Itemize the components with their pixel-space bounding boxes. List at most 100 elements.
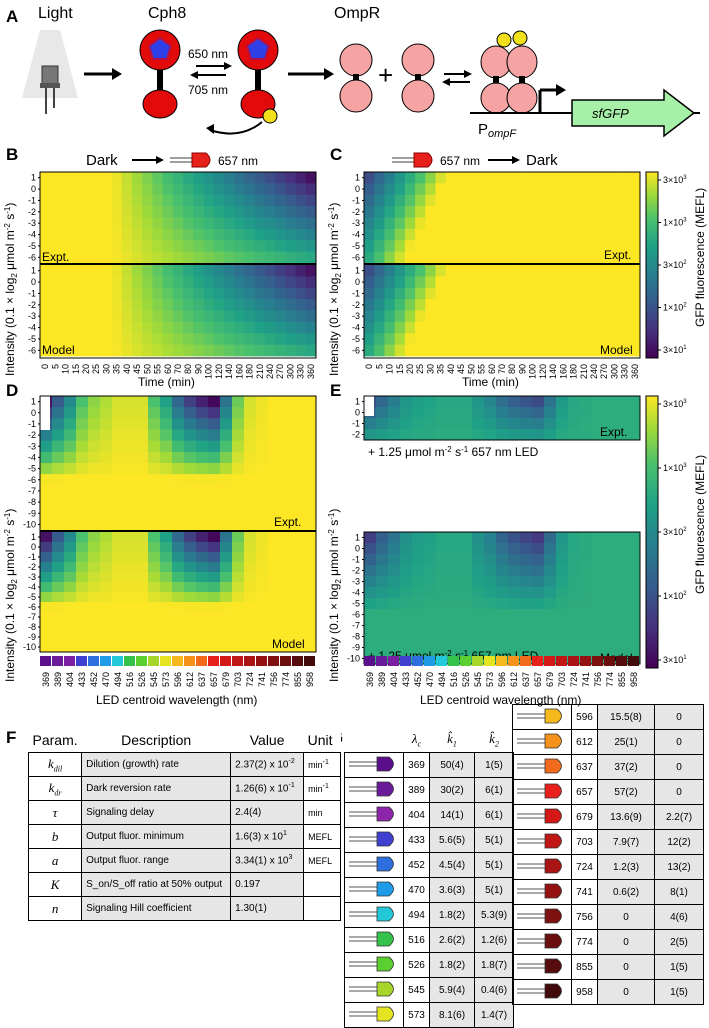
heatmap-cell <box>88 622 101 633</box>
heatmap-cell <box>604 642 617 654</box>
heatmap-cell <box>100 572 113 583</box>
heatmap-cell <box>268 582 281 593</box>
heatmap-cell <box>60 265 72 277</box>
heatmap-cell <box>415 321 426 334</box>
heatmap-cell <box>124 463 137 475</box>
heatmap-cell <box>244 485 257 497</box>
heatmap-cell <box>184 418 197 430</box>
x-tick-label: 90 <box>517 364 527 374</box>
heatmap-cell <box>628 532 641 544</box>
heatmap-cell <box>609 310 620 323</box>
led-color-swatch <box>88 656 99 666</box>
led-row: 526 1.8(2) 1.8(7) <box>344 952 514 978</box>
heatmap-cell <box>183 265 194 277</box>
heatmap-cell <box>568 532 581 544</box>
param-unit <box>303 872 342 897</box>
model-label: Model <box>272 637 305 651</box>
heatmap-cell <box>604 407 617 419</box>
header-description: Description <box>81 728 231 753</box>
heatmap-cell <box>388 429 401 441</box>
heatmap-cell <box>172 474 185 486</box>
y-tick-label: 0 <box>31 184 36 194</box>
heatmap-cell <box>220 507 233 520</box>
heatmap-cell <box>162 251 174 264</box>
heatmap-cell <box>445 228 457 241</box>
colorbar-gradient <box>645 395 659 669</box>
heatmap-cell <box>254 276 266 289</box>
heatmap-cell <box>232 532 245 543</box>
heatmap-cell <box>456 344 467 357</box>
heatmap-cell <box>111 287 123 300</box>
heatmap-cell <box>136 407 149 419</box>
led-color-swatch <box>388 656 399 666</box>
heatmap-cell <box>364 333 375 346</box>
led-k2: 5(1) <box>474 852 514 878</box>
heatmap-cell <box>472 576 485 588</box>
heatmap-cell <box>588 183 600 196</box>
param-description: Dark reversion rate <box>81 776 232 801</box>
x-tick-label: 855 <box>617 672 627 687</box>
param-value: 1.26(6) x 10-1 <box>230 776 305 801</box>
led-cell <box>344 927 404 953</box>
heatmap-cell <box>162 321 174 334</box>
heatmap-cell <box>384 265 396 277</box>
led-icon <box>349 956 394 971</box>
heatmap-cell <box>472 396 485 408</box>
heatmap-cell <box>466 217 477 230</box>
heatmap-cell <box>599 299 610 311</box>
heatmap-cell <box>544 418 557 430</box>
heatmap-cell <box>435 310 447 323</box>
heatmap-cell <box>476 344 488 357</box>
led-row: 774 0 2(5) <box>512 929 704 955</box>
heatmap-cell <box>196 612 209 623</box>
heatmap-cell <box>537 333 549 346</box>
led-color-swatch <box>496 656 507 666</box>
heatmap-cell <box>213 172 225 184</box>
heatmap-cell <box>580 598 593 610</box>
heatmap-cell <box>496 321 508 334</box>
heatmap-cell <box>628 576 641 588</box>
heatmap-cell <box>394 287 406 300</box>
heatmap-cell <box>203 321 215 334</box>
heatmap-cell <box>599 194 610 207</box>
heatmap-cell <box>64 542 77 553</box>
heatmap-cell <box>604 543 617 555</box>
y-tick-label: 1 <box>355 266 360 276</box>
heatmap-cell <box>472 620 485 632</box>
led-color-swatch <box>64 656 75 666</box>
x-tick-label: 612 <box>509 672 519 687</box>
heatmap-cell <box>508 598 521 610</box>
heatmap-cell <box>196 582 209 593</box>
heatmap-cell <box>544 631 557 643</box>
heatmap-cell <box>160 572 173 583</box>
x-tick-label: 545 <box>473 672 483 687</box>
heatmap-cell <box>364 183 375 196</box>
heatmap-cell <box>244 228 256 241</box>
heatmap-cell <box>609 228 620 241</box>
x-tick-label: 330 <box>296 364 306 379</box>
colorbar-tick-label: 3×103 <box>663 399 687 409</box>
heatmap-cell <box>508 418 521 430</box>
heatmap-cell <box>400 543 413 555</box>
heatmap-cell <box>268 418 281 430</box>
heatmap-cell <box>456 228 467 241</box>
heatmap-cell <box>268 396 281 408</box>
heatmap-cell <box>415 206 426 218</box>
heatmap-cell <box>76 622 89 633</box>
heatmap-cell <box>196 507 209 520</box>
heatmap-cell <box>424 396 437 408</box>
heatmap-cell <box>388 565 401 577</box>
param-symbol: K <box>27 872 83 897</box>
y-tick-label: 0 <box>31 542 36 552</box>
heatmap-cell <box>619 251 631 264</box>
heatmap-cell <box>244 440 257 453</box>
heatmap-cell <box>60 228 72 241</box>
param-symbol: b <box>27 824 83 849</box>
heatmap-cell <box>196 592 209 603</box>
x-tick-label: 573 <box>161 672 171 687</box>
heatmap-cell <box>285 310 296 323</box>
heatmap-cell <box>183 299 194 311</box>
heatmap-cell <box>264 310 276 323</box>
led-k1: 0 <box>597 929 655 955</box>
ylabel-d: Intensity (0.1 × log2 μmol m-2 s-1) <box>3 509 19 682</box>
